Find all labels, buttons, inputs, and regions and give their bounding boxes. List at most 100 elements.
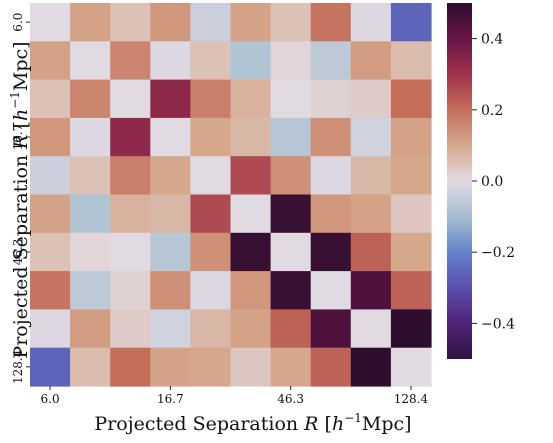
heatmap-cell-5-1 [70,194,111,234]
heatmap-cell-1-7 [310,41,352,81]
colorbar [447,3,472,359]
colorbar-tick-label: −0.2 [481,245,515,261]
heatmap-cell-2-5 [230,79,272,119]
colorbar-tick-label: 0.0 [481,174,503,190]
x-tick-label: 16.7 [157,392,184,406]
heatmap-cell-1-1 [70,41,111,81]
x-axis-label: Projected Separation R [h−1Mpc] [94,411,411,435]
heatmap-cell-6-6 [270,232,312,272]
heatmap-cell-2-3 [150,79,191,119]
heatmap-cell-5-7 [310,194,352,234]
heatmap-cell-9-8 [350,347,392,387]
heatmap-cell-0-3 [150,3,191,42]
heatmap-cell-1-9 [390,41,432,81]
heatmap-cell-2-0 [30,79,71,119]
heatmap-cell-9-9 [390,347,432,387]
heatmap-cell-0-9 [390,3,432,42]
heatmap-cell-0-2 [110,3,151,42]
heatmap-cell-6-1 [70,232,111,272]
heatmap-cell-8-8 [350,309,392,349]
y-axis-ticks: 6.0 16.7 46.3 128.4 [11,13,30,384]
heatmap-cell-6-4 [190,232,232,272]
heatmap-cell-5-6 [270,194,312,234]
heatmap-cell-4-5 [230,156,272,196]
heatmap-cell-0-6 [270,3,312,42]
heatmap-cell-7-8 [350,271,392,310]
y-tick-label: 6.0 [11,13,25,32]
heatmap-cell-8-2 [110,309,151,349]
heatmap-cell-6-8 [350,232,392,272]
heatmap-cell-5-0 [30,194,71,234]
heatmap-cell-9-0 [30,347,71,387]
colorbar-tick-label: 0.2 [481,103,503,119]
heatmap-cell-3-5 [230,117,272,157]
x-tick-label: 6.0 [41,392,60,406]
heatmap-cell-9-4 [190,347,232,387]
heatmap-cell-9-2 [110,347,151,387]
heatmap-cell-1-8 [350,41,392,81]
heatmap-cell-9-1 [70,347,111,387]
heatmap-cell-2-9 [390,79,432,119]
heatmap-cell-0-0 [30,3,71,42]
heatmap-cell-0-4 [190,3,232,42]
heatmap-cell-6-9 [390,232,432,272]
heatmap-cell-5-5 [230,194,272,234]
heatmap-cell-2-1 [70,79,111,119]
heatmap-cell-1-2 [110,41,151,81]
heatmap-cell-1-5 [230,41,272,81]
heatmap-cell-3-8 [350,117,392,157]
colorbar-ticks: 0.4 0.2 0.0 −0.2 −0.4 [472,32,515,332]
heatmap-cell-7-2 [110,271,151,310]
heatmap-cell-7-0 [30,271,71,310]
heatmap-cell-7-4 [190,271,232,310]
heatmap-cell-4-6 [270,156,312,196]
heatmap-cell-6-3 [150,232,191,272]
heatmap-cell-5-3 [150,194,191,234]
colorbar-tick-label: −0.4 [481,316,515,332]
heatmap-cell-0-8 [350,3,392,42]
heatmap-cell-1-4 [190,41,232,81]
heatmap-cell-1-3 [150,41,191,81]
heatmap-cell-3-2 [110,117,151,157]
heatmap-cell-6-7 [310,232,352,272]
heatmap-cell-7-6 [270,271,312,310]
heatmap-cell-2-2 [110,79,151,119]
heatmap-cell-8-9 [390,309,432,349]
heatmap-cell-8-0 [30,309,71,349]
heatmap-cell-6-2 [110,232,151,272]
heatmap-cell-9-5 [230,347,272,387]
x-axis-ticks: 6.0 16.7 46.3 128.4 [41,386,429,406]
heatmap-cell-6-0 [30,232,71,272]
heatmap-cell-2-4 [190,79,232,119]
heatmap-cell-8-6 [270,309,312,349]
heatmap-cell-3-4 [190,117,232,157]
colorbar-tick-label: 0.4 [481,32,503,48]
y-tick-label: 46.3 [11,239,25,266]
heatmap-cell-1-0 [30,41,71,81]
heatmap-cell-8-1 [70,309,111,349]
heatmap-cell-7-7 [310,271,352,310]
heatmap-cell-8-4 [190,309,232,349]
heatmap-cell-2-8 [350,79,392,119]
heatmap-cell-1-6 [270,41,312,81]
heatmap-cell-3-3 [150,117,191,157]
heatmap-cell-7-1 [70,271,111,310]
y-tick-label: 128.4 [11,349,25,384]
heatmap-cell-4-2 [110,156,151,196]
heatmap-cell-4-1 [70,156,111,196]
heatmap-cell-4-8 [350,156,392,196]
y-tick-label: 16.7 [11,124,25,151]
x-tick-label: 46.3 [277,392,304,406]
heatmap-cell-8-5 [230,309,272,349]
heatmap-cell-3-9 [390,117,432,157]
heatmap-cell-8-7 [310,309,352,349]
heatmap-cell-4-4 [190,156,232,196]
heatmap-cell-3-0 [30,117,71,157]
heatmap-cell-4-9 [390,156,432,196]
heatmap-cell-5-4 [190,194,232,234]
heatmap-cell-9-6 [270,347,312,387]
heatmap-cell-5-8 [350,194,392,234]
y-axis-label: Projected Separation R [h−1Mpc] [8,41,32,358]
x-tick-label: 128.4 [394,392,429,406]
heatmap-cell-3-7 [310,117,352,157]
